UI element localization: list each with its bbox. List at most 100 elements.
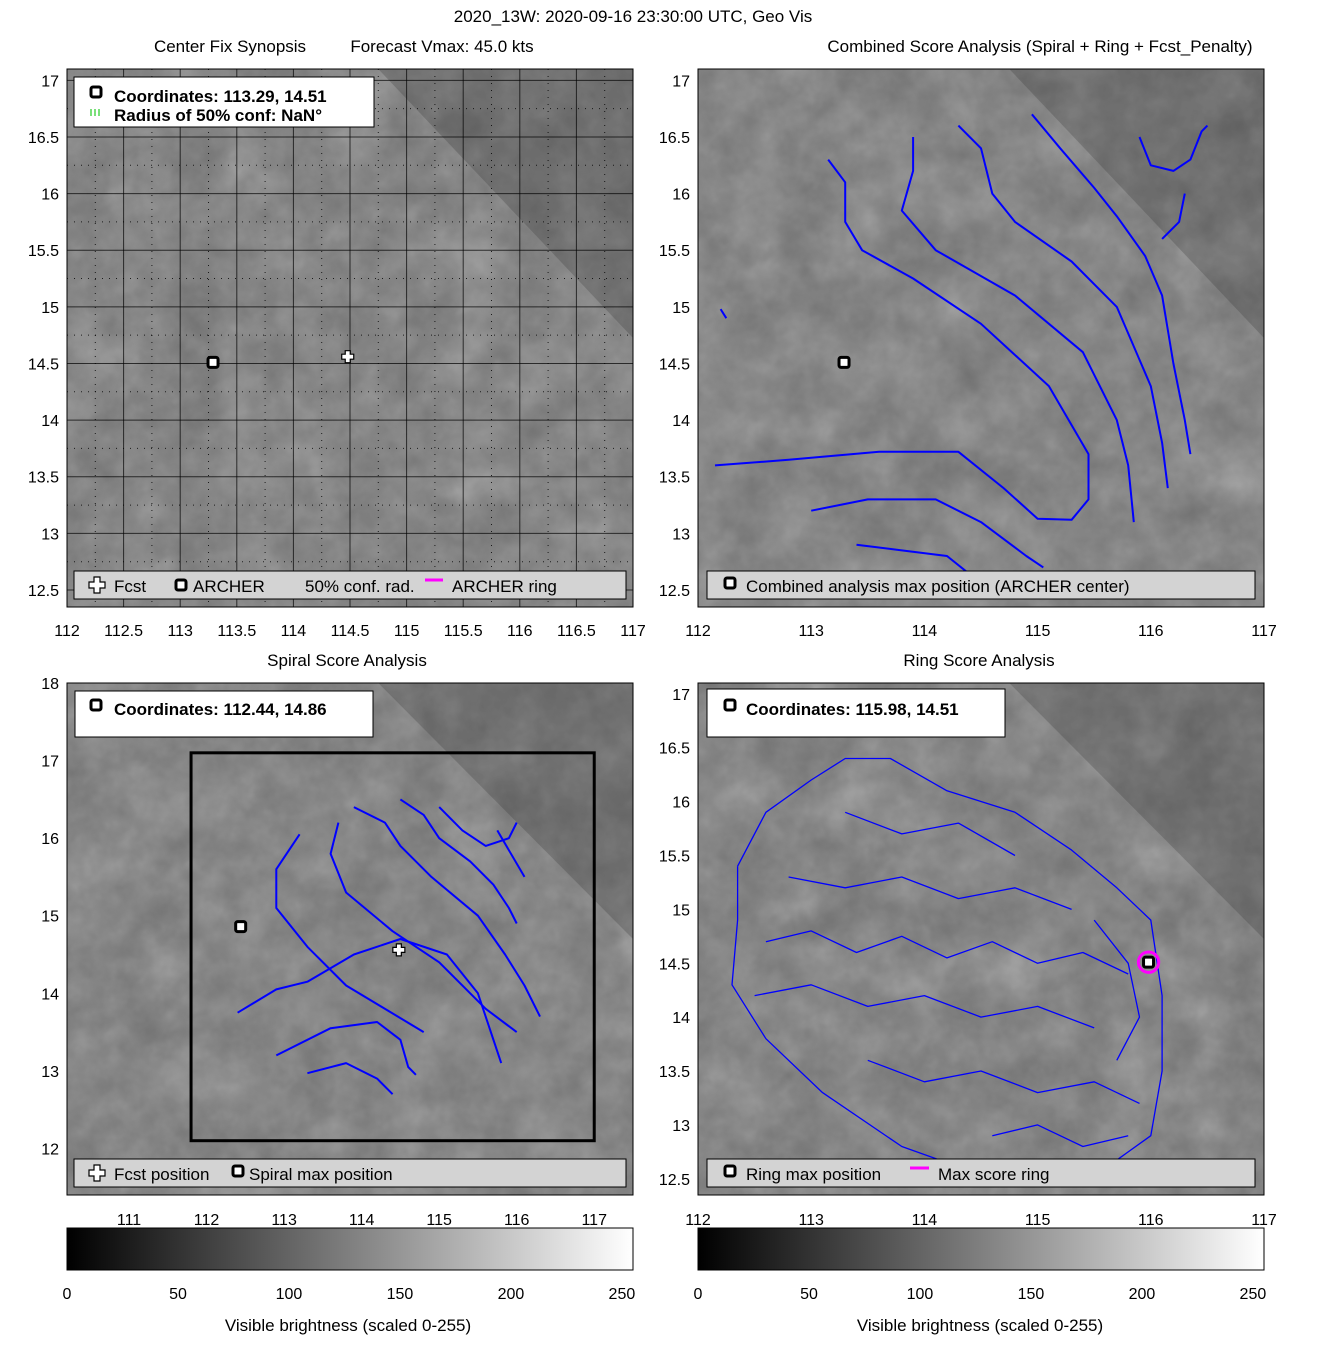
spiral-contour <box>329 822 518 1033</box>
spiral-frame <box>66 682 634 1196</box>
legend-max-score-ring-label: Max score ring <box>938 1165 1049 1184</box>
synopsis-xtick-label: 113 <box>167 623 193 640</box>
spiral-contour <box>307 1062 394 1095</box>
spiral-contour <box>237 938 503 1064</box>
legend-conf-label: 50% conf. rad. <box>305 577 415 596</box>
colorbar_right-tick-label: 50 <box>800 1286 818 1303</box>
colorbar-left-label: Visible brightness (scaled 0-255) <box>225 1316 471 1335</box>
ring-info-box: Coordinates: 115.98, 14.51 <box>706 688 1006 738</box>
colorbar-left-gradient <box>66 1227 634 1271</box>
ring-xtick-label: 116 <box>1138 1212 1164 1229</box>
synopsis-grid <box>67 69 633 607</box>
legend-fcst-position-label: Fcst position <box>114 1165 209 1184</box>
synopsis-legend: Fcst ARCHER 50% conf. rad. ARCHER ring <box>73 570 627 600</box>
legend-ring-label: ARCHER ring <box>452 577 557 596</box>
ring-contour <box>1093 919 1141 1061</box>
ring-imagery <box>698 683 1264 1195</box>
figure-title: 2020_13W: 2020-09-16 23:30:00 UTC, Geo V… <box>454 7 813 26</box>
ring-coordinates: Coordinates: 115.98, 14.51 <box>746 700 959 719</box>
combined-ytick-label: 15.5 <box>659 243 690 260</box>
synopsis-xtick-label: 116.5 <box>557 623 596 640</box>
colorbar_left-tick-label: 150 <box>387 1286 414 1303</box>
synopsis-frame <box>66 68 634 608</box>
combined-panel: 112 113 114 115 116 117 12.5 13 13.5 14 14.5 15 15.5… <box>659 68 1277 640</box>
legend-archer-square-icon <box>174 578 188 592</box>
combined-xtick-label: 115 <box>1025 623 1051 640</box>
synopsis-ytick-label: 14 <box>41 413 59 430</box>
synopsis-xtick-label: 116 <box>507 623 533 640</box>
ring-xtick-label: 115 <box>1025 1212 1051 1229</box>
legend-fcst-cross-icon <box>88 576 106 594</box>
spiral-info-box: Coordinates: 112.44, 14.86 <box>74 690 374 738</box>
spiral-ytick-label: 13 <box>41 1064 59 1081</box>
ring-ytick-label: 17 <box>672 687 690 704</box>
spiral-contour <box>353 806 541 1018</box>
ring-ytick-label: 16.5 <box>659 741 690 758</box>
ring-info-square-icon <box>723 698 737 712</box>
ring-ytick-label: 13.5 <box>659 1064 690 1081</box>
combined-xtick-label: 117 <box>1251 623 1277 640</box>
combined-xtick-label: 114 <box>912 623 938 640</box>
combined-contour <box>957 124 1169 489</box>
ring-contour <box>867 1059 1140 1104</box>
combined-ytick-label: 13 <box>672 526 690 543</box>
legend-combined-square-icon <box>723 576 737 590</box>
colorbar_right-tick-label: 150 <box>1018 1286 1045 1303</box>
spiral-search-box <box>189 751 596 1143</box>
spiral-point-cross <box>392 943 406 957</box>
synopsis-ytick-label: 17 <box>41 73 59 90</box>
synopsis-xtick-label: 112 <box>54 623 80 640</box>
colorbar_left-tick-label: 50 <box>169 1286 187 1303</box>
combined-ytick-label: 13.5 <box>659 470 690 487</box>
colorbar-right-label: Visible brightness (scaled 0-255) <box>857 1316 1103 1335</box>
ring-xtick-label: 113 <box>798 1212 824 1229</box>
combined-xtick-label: 116 <box>1138 623 1164 640</box>
legend-combined-label: Combined analysis max position (ARCHER c… <box>746 577 1130 596</box>
legend-fcst-label: Fcst <box>114 577 146 596</box>
ring-title: Ring Score Analysis <box>903 651 1054 670</box>
synopsis-coordinates: Coordinates: 113.29, 14.51 <box>114 87 327 106</box>
synopsis-ytick-label: 14.5 <box>28 356 59 373</box>
synopsis-ytick-label: 16 <box>41 187 59 204</box>
synopsis-ytick-label: 16.5 <box>28 130 59 147</box>
archer-square-icon <box>89 85 103 99</box>
synopsis-point-cross <box>341 350 355 364</box>
colorbar_right-tick-label: 200 <box>1129 1286 1156 1303</box>
ring-ytick-label: 12.5 <box>659 1172 690 1189</box>
ring-ytick-label: 15.5 <box>659 848 690 865</box>
spiral-imagery <box>67 683 633 1195</box>
legend-archer-label: ARCHER <box>193 577 265 596</box>
combined-ytick-label: 16.5 <box>659 130 690 147</box>
synopsis-panel: 112 112.5 113 113.5 114 114.5 115 115.5 116 116.5… <box>28 68 646 640</box>
spiral-xtick-label: 116 <box>504 1212 530 1229</box>
synopsis-xtick-label: 114 <box>281 623 307 640</box>
combined-contour <box>714 159 1090 521</box>
spiral-title: Spiral Score Analysis <box>267 651 427 670</box>
combined-ytick-label: 14.5 <box>659 356 690 373</box>
spiral-ytick-label: 15 <box>41 909 59 926</box>
combined-contour <box>900 137 1135 523</box>
spiral-legend: Fcst position Spiral max position <box>73 1158 627 1188</box>
legend-fcst-position-cross-icon <box>88 1164 106 1182</box>
synopsis-ytick-label: 13 <box>41 526 59 543</box>
synopsis-xtick-label: 113.5 <box>217 623 256 640</box>
colorbar_right-tick-label: 0 <box>694 1286 703 1303</box>
combined-xtick-label: 113 <box>798 623 824 640</box>
spiral-contour <box>275 1021 417 1076</box>
ring-xtick-label: 112 <box>685 1212 711 1229</box>
synopsis-ytick-label: 15.5 <box>28 243 59 260</box>
ring-panel: 112 113 114 115 116 117 12.5 13 13.5 14 14.5 15 15.5… <box>659 682 1277 1229</box>
colorbar_left-tick-label: 250 <box>609 1286 636 1303</box>
combined-ytick-label: 15 <box>672 300 690 317</box>
colorbar_left-tick-label: 0 <box>63 1286 72 1303</box>
ring-xtick-label: 117 <box>1251 1212 1277 1229</box>
synopsis-ytick-label: 15 <box>41 300 59 317</box>
combined-contour <box>811 498 1044 569</box>
legend-ring-max-label: Ring max position <box>746 1165 881 1184</box>
combined-title: Combined Score Analysis (Spiral + Ring +… <box>827 37 1252 56</box>
legend-spiral-label: Spiral max position <box>249 1165 393 1184</box>
spiral-xtick-label: 112 <box>194 1212 220 1229</box>
ring-contour <box>992 1124 1129 1148</box>
